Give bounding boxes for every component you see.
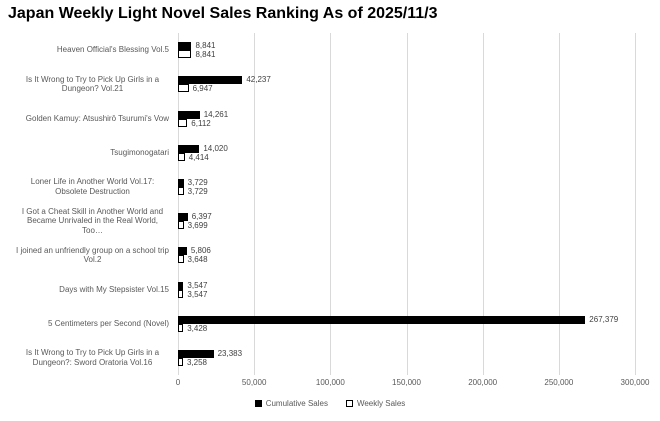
legend: Cumulative Sales Weekly Sales [0,399,660,408]
category-label-text: Heaven Official's Blessing Vol.5 [56,45,169,55]
weekly-sales-bar [178,50,192,59]
cumulative-sales-bar [178,144,200,153]
cumulative-sales-value-label: 8,841 [195,41,216,51]
category-label: Golden Kamuy: Atsushirō Tsurumi's Vow [0,101,174,135]
x-axis-tick-label: 250,000 [544,378,574,387]
plot-area: 8,841 8,841 42,237 6,947 14,261 6,112 14,020 4,… [178,33,636,375]
weekly-sales-bar [178,255,184,264]
cumulative-sales-value-label: 14,020 [203,143,228,153]
legend-label-cumulative-sales: Cumulative Sales [265,399,328,408]
cumulative-sales-bar [178,110,200,119]
category-label-text: Loner Life in Another World Vol.17: Obso… [30,177,155,196]
cumulative-sales-bar [178,76,243,85]
x-axis-tick-label: 100,000 [315,378,345,387]
gridline [178,33,179,375]
weekly-sales-value-label: 8,841 [195,50,216,60]
weekly-sales-value-label: 3,729 [187,186,208,196]
chart-title: Japan Weekly Light Novel Sales Ranking A… [8,5,438,22]
x-axis-tick-label: 0 [175,378,181,387]
cumulative-sales-value-label: 14,261 [203,109,229,119]
weekly-sales-value-label: 3,428 [187,323,208,333]
x-axis-tick-label: 50,000 [241,378,267,387]
category-label: Heaven Official's Blessing Vol.5 [0,33,174,67]
gridline [558,33,560,375]
x-axis-tick-label: 200,000 [468,378,498,387]
cumulative-sales-bar [178,178,184,187]
cumulative-sales-value-label: 23,383 [217,348,243,358]
legend-item-weekly-sales: Weekly Sales [345,399,406,408]
category-label: Is It Wrong to Try to Pick Up Girls in a… [0,341,174,375]
weekly-sales-value-label: 3,258 [186,357,207,367]
cumulative-sales-bar [178,315,586,324]
weekly-sales-value-label: 4,414 [188,152,209,162]
legend-item-cumulative-sales: Cumulative Sales [254,399,328,408]
weekly-sales-value-label: 6,112 [191,118,211,128]
cumulative-sales-value-label: 3,547 [187,280,208,290]
cumulative-sales-bar [178,247,187,256]
gridline [482,33,484,375]
category-label-text: Is It Wrong to Try to Pick Up Girls in a… [25,348,160,367]
category-label: 5 Centimeters per Second (Novel) [0,307,174,341]
cumulative-sales-value-label: 5,806 [190,246,211,256]
category-label-text: 5 Centimeters per Second (Novel) [48,318,169,328]
gridline [406,33,408,375]
weekly-sales-bar [178,323,184,332]
category-label-text: I Got a Cheat Skill in Another World and… [21,206,164,235]
x-axis: 0 50,000 100,000 150,000 200,000 250,000 300,0… [175,378,650,390]
category-label: I joined an unfriendly group on a school… [0,238,174,272]
cumulative-sales-bar [178,213,188,222]
cumulative-sales-value-label: 3,729 [187,177,208,187]
category-label-text: Golden Kamuy: Atsushirō Tsurumi's Vow [25,113,169,123]
weekly-sales-bar [178,357,183,366]
gridline [254,33,256,375]
gridline [635,33,636,375]
weekly-sales-bar [178,221,184,230]
category-label: Loner Life in Another World Vol.17: Obso… [0,170,174,204]
cumulative-sales-bar [178,42,192,51]
weekly-sales-bar [178,186,184,195]
cumulative-sales-value-label: 267,379 [589,314,619,324]
category-axis: Heaven Official's Blessing Vol.5 Is It Wr… [0,33,174,375]
weekly-sales-bar [178,289,184,298]
cumulative-sales-value-label: 42,237 [246,75,271,85]
weekly-sales-swatch-icon [345,400,353,407]
legend-label-weekly-sales: Weekly Sales [356,399,406,408]
category-label-text: Tsugimonogatari [110,147,169,157]
x-axis-tick-label: 300,000 [620,378,650,387]
weekly-sales-value-label: 3,648 [187,255,208,265]
weekly-sales-bar [178,84,189,93]
weekly-sales-value-label: 3,547 [187,289,208,299]
cumulative-sales-swatch-icon [254,400,262,407]
category-label-text: I joined an unfriendly group on a school… [16,245,169,265]
category-label: Days with My Stepsister Vol.15 [0,272,174,306]
gridline [330,33,332,375]
weekly-sales-bar [178,118,188,127]
category-label-text: Is It Wrong to Try to Pick Up Girls in a… [25,74,160,94]
category-label: Tsugimonogatari [0,136,174,170]
category-label: I Got a Cheat Skill in Another World and… [0,204,174,238]
x-axis-tick-label: 150,000 [392,378,421,387]
cumulative-sales-bar [178,349,214,358]
cumulative-sales-bar [178,281,184,290]
weekly-sales-value-label: 6,947 [192,84,213,94]
cumulative-sales-value-label: 6,397 [191,212,212,222]
category-label: Is It Wrong to Try to Pick Up Girls in a… [0,67,174,101]
weekly-sales-bar [178,152,185,161]
category-label-text: Days with My Stepsister Vol.15 [59,284,169,294]
weekly-sales-value-label: 3,699 [187,221,208,231]
